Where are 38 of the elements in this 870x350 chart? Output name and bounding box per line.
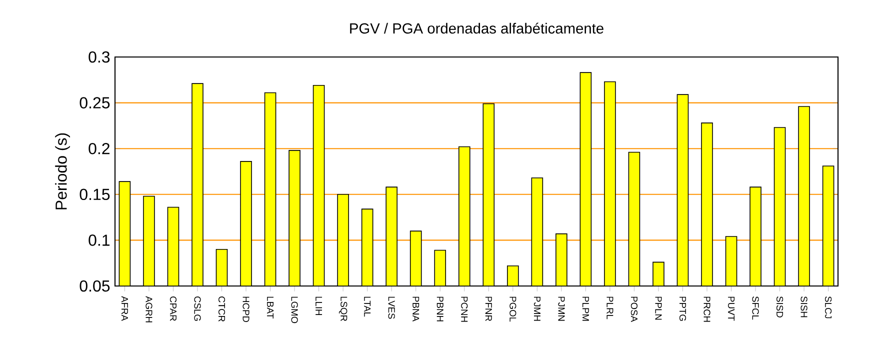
x-tick-label: SLCJ <box>825 296 832 318</box>
x-tick-label: SISD <box>776 296 784 318</box>
x-tick-label: PLRL <box>606 296 614 320</box>
x-tick-label: LLIH <box>316 296 322 315</box>
x-tick-label: SISH <box>800 296 808 318</box>
x-tick-label: LBAT <box>267 296 274 318</box>
x-tick-label: PPTG <box>679 296 686 321</box>
x-tick-label: POSA <box>630 296 638 322</box>
x-tick-label: LSQR <box>338 296 348 322</box>
y-axis-title: Periodo (s) <box>55 133 70 210</box>
y-tick-label: 0.25 <box>80 97 110 108</box>
x-tick-label: PCNH <box>461 296 468 322</box>
x-tick-label: HCPD <box>242 296 250 322</box>
x-tick-label: PGOL <box>510 296 516 322</box>
x-tick-label: LGMO <box>291 296 298 324</box>
y-tick-label: 0.2 <box>88 142 110 154</box>
x-tick-label: PPLN <box>655 296 662 320</box>
y-tick-label: 0.15 <box>80 188 110 200</box>
y-tick-label: 0.05 <box>80 280 110 292</box>
x-tick-label: PJMH <box>534 296 540 321</box>
x-tick-label: LVES <box>388 296 395 319</box>
x-tick-label: PLPM <box>582 296 589 321</box>
x-tick-label: PRCH <box>704 296 710 322</box>
x-tick-label: CSLG <box>194 296 201 321</box>
y-tick-label: 0.3 <box>88 51 110 63</box>
x-tick-label: PFNR <box>485 296 492 322</box>
x-tick-label: PJMN <box>558 296 565 321</box>
x-tick-label: AGRH <box>146 296 152 322</box>
y-tick-label: 0.1 <box>88 234 110 246</box>
x-tick-label: PBNA <box>412 296 420 322</box>
x-tick-label: CPAR <box>170 296 177 321</box>
x-tick-label: LTAL <box>364 296 371 317</box>
chart-title: PGV / PGA ordenadas alfabéticamente <box>350 22 604 34</box>
x-tick-label: CTCR <box>218 296 226 322</box>
x-tick-label: AFRA <box>122 296 128 321</box>
x-tick-label: SFCL <box>752 296 759 320</box>
x-tick-label: PBNH <box>436 296 444 322</box>
x-tick-label: PUVT <box>728 296 735 321</box>
